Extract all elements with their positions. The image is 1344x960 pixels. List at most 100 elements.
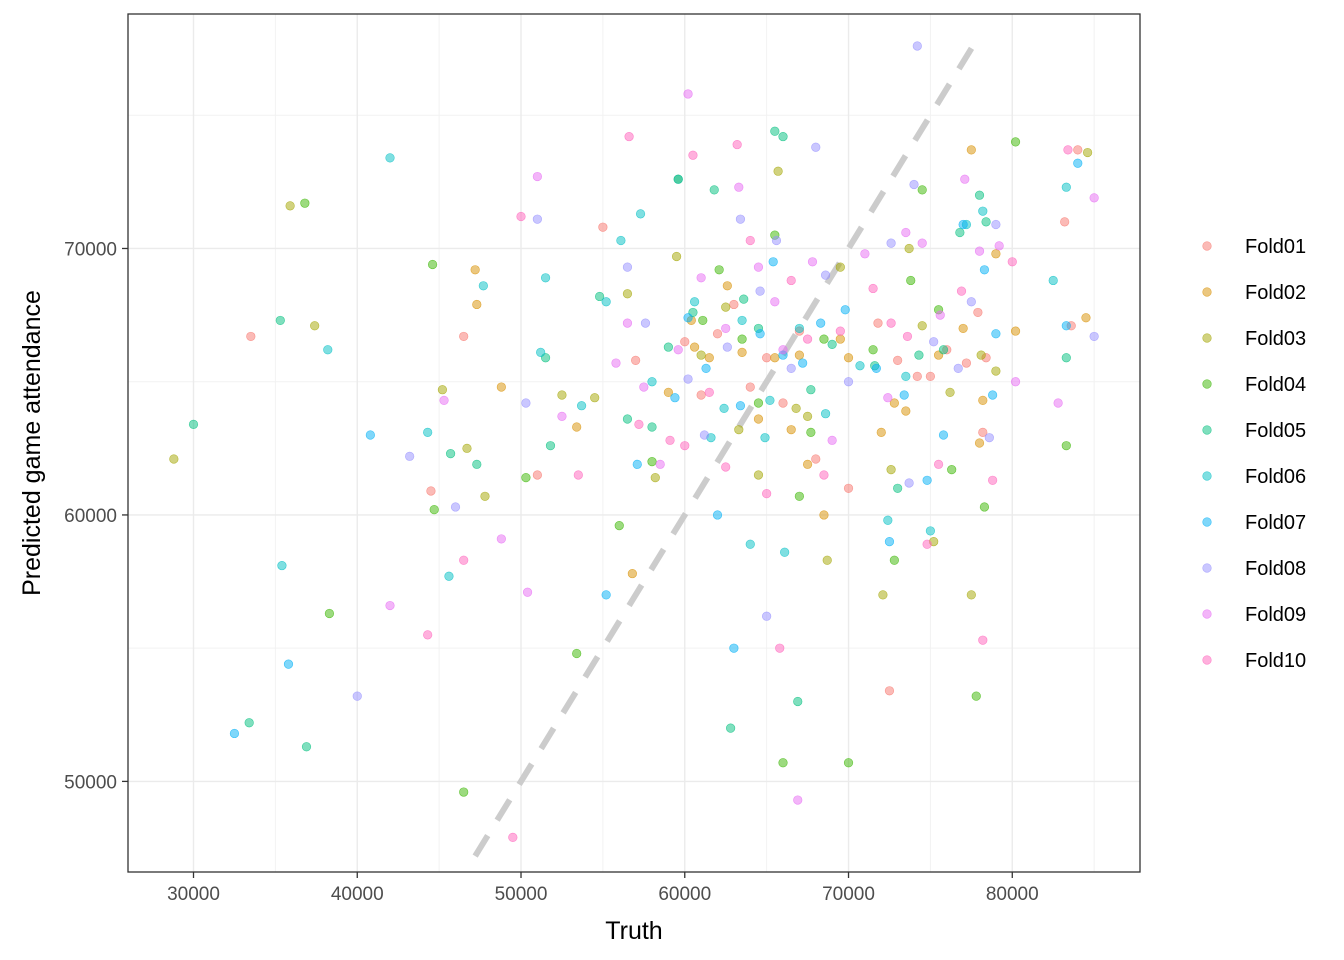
data-point-fold04 <box>843 758 854 768</box>
data-point-fold09 <box>753 262 764 272</box>
data-point-fold08 <box>1089 331 1099 342</box>
data-point-fold07 <box>938 430 949 440</box>
data-point-fold08 <box>929 337 939 347</box>
data-point-fold03 <box>696 350 706 360</box>
data-point-fold04 <box>737 334 747 344</box>
data-point-fold09 <box>683 89 693 99</box>
y-tick-label: 50000 <box>64 772 117 793</box>
data-point-fold08 <box>640 318 651 328</box>
data-point-fold06 <box>978 206 988 216</box>
data-point-fold07 <box>670 393 680 403</box>
x-tick-label: 50000 <box>495 884 548 905</box>
data-point-fold01 <box>778 398 788 408</box>
data-point-fold01 <box>426 486 436 496</box>
data-point-fold07 <box>632 459 642 469</box>
data-point-fold05 <box>663 342 673 352</box>
data-point-fold06 <box>883 515 893 525</box>
y-tick-label: 60000 <box>64 506 117 527</box>
data-point-fold03 <box>976 350 986 360</box>
data-point-fold10 <box>516 211 526 222</box>
data-point-fold10 <box>802 334 813 344</box>
data-point-fold06 <box>760 433 770 443</box>
data-point-fold06 <box>855 361 865 371</box>
data-point-fold05 <box>914 350 924 360</box>
data-point-fold09 <box>385 600 395 611</box>
data-point-fold06 <box>737 315 747 326</box>
major-gridlines <box>128 14 1140 872</box>
data-point-fold07 <box>1061 321 1071 331</box>
data-point-fold09 <box>696 273 706 283</box>
data-point-fold05 <box>955 227 965 238</box>
data-point-fold07 <box>798 358 808 368</box>
data-point-fold01 <box>961 358 972 368</box>
legend-key-fold06 <box>1202 471 1212 481</box>
reference-line-dashed <box>472 33 983 858</box>
data-point-fold02 <box>958 323 968 334</box>
data-point-fold06 <box>444 571 454 581</box>
legend-key-fold09 <box>1202 609 1212 619</box>
data-point-fold08 <box>622 262 633 272</box>
data-point-fold08 <box>811 142 821 152</box>
data-point-fold02 <box>770 353 780 363</box>
data-point-fold01 <box>459 331 469 342</box>
legend-key-fold10 <box>1202 655 1212 665</box>
data-point-fold04 <box>714 265 724 275</box>
data-point-fold02 <box>835 334 845 344</box>
legend-key-fold02 <box>1202 287 1212 297</box>
data-point-fold09 <box>793 795 803 805</box>
data-point-fold01 <box>1060 217 1070 227</box>
data-point-fold01 <box>696 390 706 400</box>
data-point-fold02 <box>802 459 813 469</box>
data-point-fold07 <box>735 401 746 411</box>
data-point-fold07 <box>988 390 998 400</box>
data-point-fold08 <box>683 374 693 384</box>
data-point-fold02 <box>1081 313 1091 323</box>
data-point-fold03 <box>945 387 955 397</box>
data-point-fold06 <box>323 345 333 355</box>
data-point-fold09 <box>1053 398 1063 408</box>
data-point-fold07 <box>884 536 895 547</box>
data-point-fold01 <box>598 222 608 232</box>
data-point-fold06 <box>540 273 551 283</box>
data-point-fold09 <box>994 241 1004 251</box>
data-point-fold06 <box>478 281 488 291</box>
data-point-fold07 <box>683 313 693 323</box>
data-point-fold09 <box>883 393 893 403</box>
data-point-fold06 <box>925 526 935 536</box>
data-point-fold10 <box>732 139 742 150</box>
data-point-fold10 <box>1007 257 1017 267</box>
legend-key-fold07 <box>1202 517 1212 527</box>
data-point-fold09 <box>496 534 506 544</box>
data-point-fold05 <box>739 294 749 304</box>
y-axis-title: Predicted game attendance <box>18 290 46 596</box>
data-point-fold10 <box>956 286 967 296</box>
data-point-fold02 <box>472 299 482 310</box>
data-point-fold09 <box>673 345 683 355</box>
data-point-fold08 <box>984 433 994 443</box>
data-point-fold09 <box>721 323 731 334</box>
data-point-fold05 <box>981 217 991 227</box>
data-point-fold10 <box>459 555 469 565</box>
data-point-fold06 <box>277 560 287 571</box>
data-point-fold03 <box>671 251 682 262</box>
data-point-fold04 <box>753 398 764 408</box>
data-point-fold08 <box>953 363 963 373</box>
data-point-fold07 <box>729 643 739 653</box>
data-point-fold10 <box>819 470 829 480</box>
data-point-fold08 <box>735 214 746 224</box>
data-point-fold04 <box>572 648 582 659</box>
data-point-fold04 <box>1010 137 1021 147</box>
data-point-fold04 <box>971 691 981 701</box>
legend-label-fold08: Fold08 <box>1245 558 1306 580</box>
data-point-fold01 <box>532 470 542 480</box>
data-point-fold02 <box>794 350 804 360</box>
data-point-fold10 <box>665 435 675 445</box>
data-point-fold07 <box>899 390 909 400</box>
data-point-fold07 <box>991 329 1001 339</box>
x-tick-label: 40000 <box>331 884 384 905</box>
data-point-fold02 <box>876 427 886 437</box>
data-point-fold04 <box>947 465 957 475</box>
data-point-fold06 <box>576 401 587 411</box>
data-point-fold03 <box>886 465 896 475</box>
data-point-fold05 <box>770 126 780 136</box>
